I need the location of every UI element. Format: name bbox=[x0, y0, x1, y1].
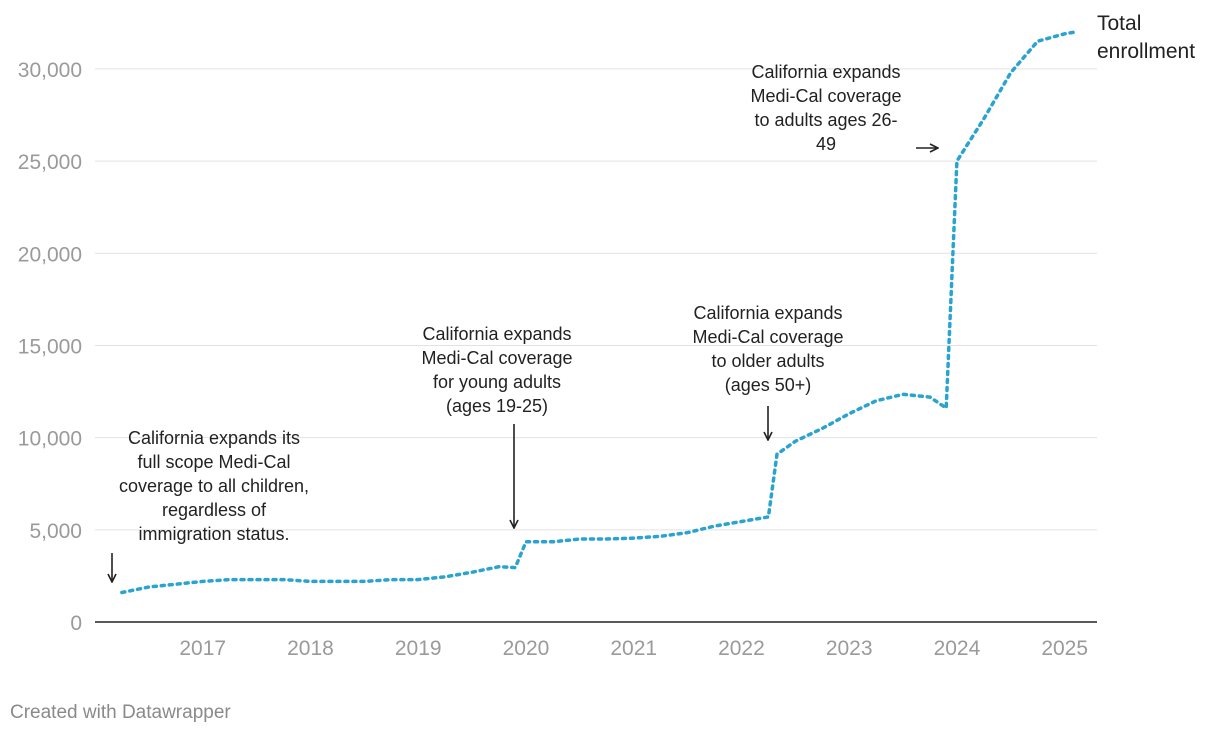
annotations: California expands its full scope Medi-Ca… bbox=[112, 62, 938, 582]
y-tick-label: 0 bbox=[70, 612, 82, 635]
annotation-text: California expands bbox=[751, 62, 900, 82]
credit-text: Created with Datawrapper bbox=[10, 702, 231, 723]
series-layer: Total enrollment bbox=[120, 12, 1195, 595]
x-tick-label: 2017 bbox=[179, 637, 226, 660]
x-tick-label: 2022 bbox=[718, 637, 765, 660]
annotation-text: 49 bbox=[816, 134, 836, 154]
annotation-text: immigration status. bbox=[138, 524, 289, 544]
annotation-text: for young adults bbox=[433, 372, 561, 392]
series-line-total-enrollment bbox=[120, 30, 1078, 595]
annotation-text: regardless of bbox=[162, 500, 267, 520]
x-tick-label: 2020 bbox=[503, 637, 550, 660]
gridlines bbox=[95, 68, 1097, 531]
x-tick-label: 2023 bbox=[826, 637, 873, 660]
x-tick-label: 2019 bbox=[395, 637, 442, 660]
x-tick-label: 2021 bbox=[610, 637, 657, 660]
annotation-text: California expands bbox=[422, 324, 571, 344]
annotation-text: California expands bbox=[693, 303, 842, 323]
annotation-text: coverage to all children, bbox=[119, 476, 309, 496]
y-tick-label: 15,000 bbox=[18, 335, 82, 358]
x-tick-label: 2018 bbox=[287, 637, 334, 660]
x-tick-label: 2024 bbox=[934, 637, 981, 660]
axes: 0 5,000 10,000 15,000 20,000 25,000 30,000 2017… bbox=[18, 59, 1097, 660]
annotation-text: Medi-Cal coverage bbox=[692, 327, 843, 347]
series-label: Total bbox=[1097, 12, 1141, 35]
y-tick-label: 30,000 bbox=[18, 59, 82, 82]
annotation-text: Medi-Cal coverage bbox=[421, 348, 572, 368]
y-tick-label: 25,000 bbox=[18, 151, 82, 174]
annotation-text: to adults ages 26- bbox=[754, 110, 897, 130]
y-tick-label: 20,000 bbox=[18, 243, 82, 266]
x-tick-label: 2025 bbox=[1041, 637, 1088, 660]
y-tick-label: 5,000 bbox=[29, 520, 82, 543]
annotation-text: (ages 50+) bbox=[725, 375, 812, 395]
annotation-text: (ages 19-25) bbox=[446, 396, 548, 416]
annotation-text: full scope Medi-Cal bbox=[137, 452, 290, 472]
annotation-text: to older adults bbox=[711, 351, 824, 371]
y-tick-label: 10,000 bbox=[18, 428, 82, 451]
series-label: enrollment bbox=[1097, 40, 1195, 63]
annotation-text: Medi-Cal coverage bbox=[750, 86, 901, 106]
annotation-text: California expands its bbox=[128, 428, 300, 448]
